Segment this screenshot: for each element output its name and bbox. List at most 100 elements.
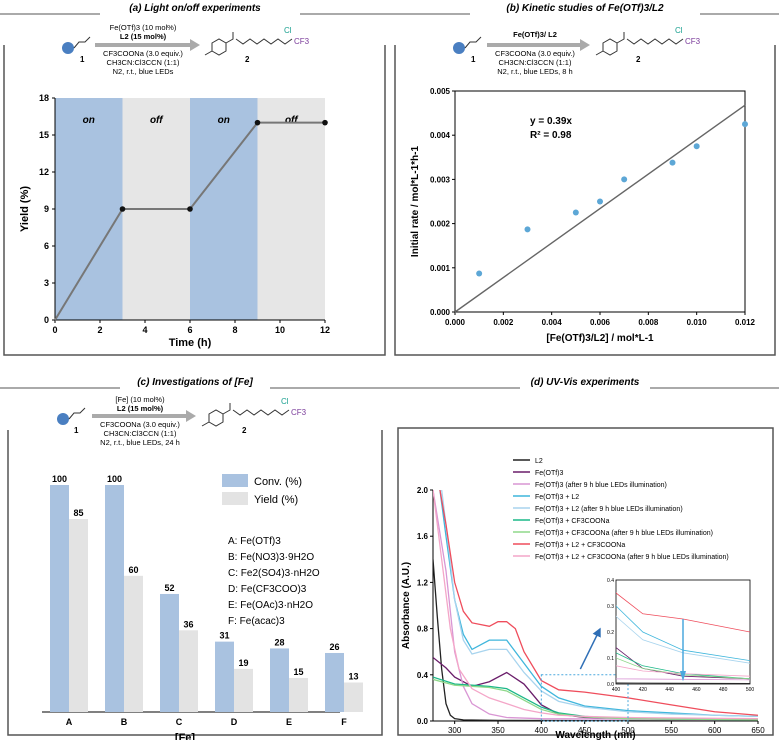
bar-yield-D — [234, 668, 253, 712]
region-off-3 — [257, 98, 325, 320]
y-tick-label: 0.005 — [430, 87, 451, 96]
x-axis-label: [Fe(OTf)3/L2] / mol*L-1 — [546, 333, 654, 344]
y-tick-label: 0.001 — [430, 264, 451, 273]
spectrum-8 — [433, 490, 758, 720]
condition-above-2: L2 (15 mol%) — [120, 32, 167, 41]
bar-value-label: 60 — [128, 565, 138, 575]
legend-label: Conv. (%) — [254, 476, 302, 488]
spectra — [433, 490, 758, 721]
bar-value-label: 85 — [73, 508, 83, 518]
rate-point — [693, 143, 700, 150]
legend-label: Fe(OTf)3 + CF3COONa — [535, 518, 610, 525]
catalyst-label: C: Fe2(SO4)3·nH2O — [228, 568, 320, 579]
product-structure — [201, 403, 290, 427]
x-axis-label: Time (h) — [169, 337, 212, 349]
catalyst-label: A: Fe(OTf)3 — [228, 536, 281, 547]
x-tick-label: 550 — [665, 726, 679, 735]
bar-value-label: 15 — [293, 667, 303, 677]
x-tick-label: 350 — [491, 726, 505, 735]
legend-swatch — [222, 474, 248, 487]
chart-a: on off on off 0 2 4 6 8 10 12 0 3 6 9 12 15 18 Time (h) Yie… — [19, 93, 330, 349]
x-tick-label: 0.008 — [638, 318, 659, 327]
bar-conv-C — [160, 593, 179, 712]
panel-a-frame — [3, 45, 386, 356]
fit-line — [454, 104, 746, 313]
x-tick-label: 600 — [708, 726, 722, 735]
scheme-b: 1 Fe(OTf)3/ L2 CF3COONa (3.0 equiv.) CH3… — [453, 26, 701, 76]
bar-value-label: 100 — [107, 474, 122, 484]
x-tick-label: 400 — [535, 726, 549, 735]
inset-y-tick-label: 0.1 — [607, 656, 614, 662]
y-tick-label: 0.004 — [430, 131, 451, 140]
product-number: 2 — [245, 55, 250, 64]
x-tick-label: 12 — [320, 325, 330, 335]
x-tick-label: 10 — [275, 325, 285, 335]
rate-point — [524, 226, 531, 233]
bar-conv-B — [105, 485, 124, 712]
rate-point — [597, 198, 603, 205]
y-tick-label: 3 — [44, 278, 49, 288]
condition-below-3: N2, r.t., blue LEDs, 24 h — [100, 438, 180, 447]
product-number: 2 — [242, 426, 247, 435]
condition-above-1: Fe(OTf)3/ L2 — [513, 30, 557, 39]
y-tick-label: 1.2 — [417, 578, 429, 587]
y-axis-label: Initial rate / mol*L-1*h-1 — [410, 145, 421, 257]
catalyst-label: F: Fe(acac)3 — [228, 616, 285, 627]
bar-value-label: 36 — [183, 619, 193, 629]
category-label: C — [176, 717, 183, 727]
inset-x-tick-label: 440 — [665, 687, 674, 693]
y-tick-label: 0.003 — [430, 175, 451, 184]
x-tick-label: 300 — [448, 726, 462, 735]
y-axis-label: Absorbance (A.U.) — [401, 562, 412, 649]
rate-point — [572, 209, 579, 216]
category-label: E — [286, 717, 292, 727]
inset-x-tick-label: 400 — [612, 687, 621, 693]
bar-value-label: 26 — [329, 642, 339, 652]
vinyl-bond — [464, 36, 482, 49]
inset-x-tick-label: 460 — [692, 687, 701, 693]
inset-x-tick-label: 500 — [746, 687, 755, 693]
bar-value-label: 19 — [238, 658, 248, 668]
region-label-3: off — [285, 115, 299, 126]
spectrum-2 — [433, 490, 758, 721]
x-tick-label: 450 — [578, 726, 592, 735]
scheme-c: 1 [Fe] (10 mol%) L2 (15 mol%) CF3COONa (… — [57, 395, 307, 447]
region-on-2 — [190, 98, 258, 320]
bar-conv-F — [325, 652, 344, 712]
bar-value-label: 52 — [164, 583, 174, 593]
y-tick-label: 12 — [39, 167, 49, 177]
product-cf3: CF3 — [291, 408, 307, 417]
x-tick-label: 0.012 — [735, 318, 756, 327]
bar-conv-E — [270, 648, 289, 712]
legend-label: Fe(OTf)3 + L2 + CF3COONa (after 9 h blue… — [535, 554, 729, 561]
panel-b-frame — [394, 45, 776, 356]
legend-label: Fe(OTf)3 + L2 + CF3COONa — [535, 542, 625, 549]
panel-d-title: (d) UV-Vis experiments — [531, 377, 640, 388]
chart-c: 100 85 A 100 60 B 52 36 C 31 19 D 28 15 E 26 13 F [Fe] Conv… — [42, 474, 363, 740]
rate-point — [621, 176, 628, 183]
inset-spectrum-6 — [616, 657, 750, 680]
condition-below-1: CF3COONa (3.0 equiv.) — [495, 49, 575, 58]
legend-label: Fe(OTf)3 — [535, 470, 563, 477]
legend-label: Yield (%) — [254, 494, 298, 506]
category-label: F — [341, 717, 347, 727]
product-cf3: CF3 — [294, 37, 310, 46]
bar-yield-A — [69, 519, 88, 712]
x-tick-label: 0.000 — [445, 318, 466, 327]
reactant-bead-icon — [57, 413, 69, 425]
catalyst-label: E: Fe(OAc)3·nH2O — [228, 600, 313, 611]
spectrum-7 — [439, 490, 758, 716]
fit-equation: y = 0.39x — [530, 116, 572, 127]
catalyst-label: D: Fe(CF3COO)3 — [228, 584, 307, 595]
region-on-0 — [55, 98, 123, 320]
product-cl: Cl — [281, 397, 289, 406]
y-tick-label: 0 — [44, 315, 49, 325]
condition-below-2: CH3CN:Cl3CCN (1:1) — [499, 58, 572, 67]
legend-label: Fe(OTf)3 + CF3COONa (after 9 h blue LEDs… — [535, 530, 713, 537]
y-tick-label: 18 — [39, 93, 49, 103]
spectrum-0 — [433, 559, 758, 721]
x-tick-label: 0 — [52, 325, 57, 335]
panel-c-frame — [7, 430, 383, 736]
bar-conv-D — [215, 641, 234, 712]
bar-yield-F — [344, 682, 363, 712]
